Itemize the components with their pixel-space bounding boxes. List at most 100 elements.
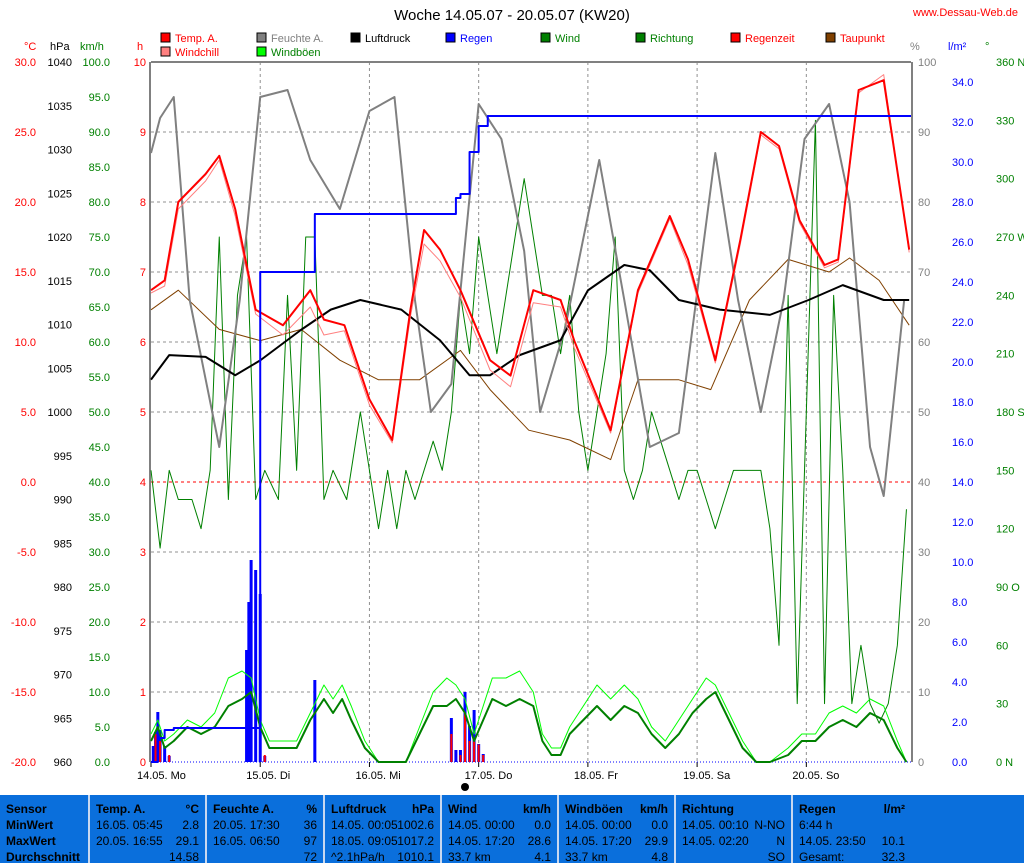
- y-tick-label-rain: 14.0: [952, 477, 973, 489]
- y-tick-label-wind: 0.0: [95, 757, 110, 769]
- y-tick-label-direction: 300: [996, 174, 1014, 186]
- y-tick-label-pressure: 995: [54, 451, 72, 463]
- x-tick-label: 19.05. Sa: [683, 770, 731, 782]
- y-tick-label-wind: 95.0: [89, 92, 110, 104]
- legend-swatch: [825, 32, 836, 43]
- y-tick-label-temp: 30.0: [15, 57, 36, 69]
- y-tick-label-humidity: 30: [918, 547, 930, 559]
- stats-row: 14.05. 17:20 29.9: [565, 833, 668, 849]
- series-wind: [150, 691, 908, 763]
- stats-row: 14.05. 23:50 10.1: [799, 833, 905, 849]
- series-regen: [151, 115, 911, 763]
- site-link[interactable]: www.Dessau-Web.de: [912, 7, 1018, 19]
- current-time-marker: [461, 783, 469, 791]
- y-tick-label-temp: -20.0: [11, 757, 36, 769]
- row-label: MinWert: [6, 818, 54, 832]
- legend-label: Windböen: [271, 47, 321, 59]
- stats-value: N: [776, 834, 785, 848]
- y-tick-label-raintime: 8: [140, 197, 146, 209]
- y-tick-label-wind: 100.0: [82, 57, 110, 69]
- stats-time: 20.05. 17:30: [213, 818, 280, 832]
- y-tick-label-humidity: 20: [918, 617, 930, 629]
- y-tick-label-direction: 150: [996, 465, 1014, 477]
- stats-time: 14.05. 17:20: [448, 834, 515, 848]
- stats-row: Gesamt: 32.3: [799, 849, 905, 865]
- stats-sensor-name: Regen: [799, 802, 836, 816]
- stats-header: Regen l/m²: [799, 801, 905, 817]
- stats-row: 14.05. 00:00 0.0: [565, 817, 668, 833]
- y-tick-label-wind: 10.0: [89, 687, 110, 699]
- raintime-bar: [450, 734, 453, 762]
- stats-time: 20.05. 16:55: [96, 834, 163, 848]
- y-tick-label-humidity: 0: [918, 757, 924, 769]
- y-tick-label-pressure: 1015: [48, 276, 72, 288]
- y-tick-label-raintime: 5: [140, 407, 146, 419]
- stats-row: 18.05. 09:05 1017.2: [331, 833, 434, 849]
- y-tick-label-rain: 22.0: [952, 317, 973, 329]
- y-tick-label-temp: 20.0: [15, 197, 36, 209]
- y-tick-label-pressure: 985: [54, 538, 72, 550]
- y-tick-label-rain: 2.0: [952, 717, 967, 729]
- y-tick-label-pressure: 1030: [48, 145, 72, 157]
- row-label: MaxWert: [6, 834, 56, 848]
- stats-unit: l/m²: [883, 802, 905, 816]
- stats-value: 72: [303, 850, 317, 864]
- series-temp-a: [150, 79, 911, 441]
- stats-row: ^2.1hPa/h 1010.1: [331, 849, 434, 865]
- rain-bar: [249, 560, 253, 762]
- rain-bar: [151, 746, 155, 762]
- stats-value: 1010.1: [397, 850, 434, 864]
- y-tick-label-pressure: 1000: [48, 407, 72, 419]
- stats-unit: °C: [185, 802, 199, 816]
- rain-bar: [254, 570, 258, 762]
- x-tick-label: 17.05. Do: [465, 770, 513, 782]
- y-tick-label-pressure: 1020: [48, 232, 72, 244]
- stats-row: 33.7 km 4.8: [565, 849, 668, 865]
- y-tick-label-pressure: 990: [54, 495, 72, 507]
- stats-value: 29.9: [644, 834, 668, 848]
- y-tick-label-humidity: 80: [918, 197, 930, 209]
- y-tick-label-temp: -10.0: [11, 617, 36, 629]
- y-tick-label-wind: 90.0: [89, 127, 110, 139]
- raintime-bar: [154, 734, 157, 762]
- raintime-bar: [459, 755, 462, 762]
- stats-header: Luftdruck hPa: [331, 801, 434, 817]
- rain-bar: [245, 650, 249, 762]
- legend-swatch: [160, 32, 171, 43]
- y-tick-label-rain: 12.0: [952, 517, 973, 529]
- y-tick-label-direction: 120: [996, 524, 1014, 536]
- stats-value: 14.58: [168, 850, 199, 864]
- stats-value: 36: [303, 818, 317, 832]
- raintime-bar: [477, 744, 480, 762]
- stats-time: 14.05. 17:20: [565, 834, 632, 848]
- y-tick-label-temp: 5.0: [21, 407, 36, 419]
- stats-row: 16.05. 06:50 97: [213, 833, 317, 849]
- y-tick-label-pressure: 1040: [48, 57, 72, 69]
- stats-value: N-NO: [754, 818, 785, 832]
- y-tick-label-raintime: 1: [140, 687, 146, 699]
- y-tick-label-rain: 0.0: [952, 757, 967, 769]
- stats-header: Feuchte A.%: [213, 801, 317, 817]
- stats-unit: km/h: [639, 802, 668, 816]
- y-tick-label-temp: -15.0: [11, 687, 36, 699]
- row-label: Sensor: [6, 802, 47, 816]
- stats-time: 14.05. 00:05: [331, 818, 398, 832]
- stats-row: 14.05. 00:00 0.0: [448, 817, 551, 833]
- stats-panel: Wind km/h 14.05. 00:00 0.0 14.05. 17:20 28.6 3…: [440, 795, 557, 865]
- stats-time: 33.7 km: [448, 850, 491, 864]
- x-tick-label: 15.05. Di: [246, 770, 290, 782]
- stats-unit: km/h: [522, 802, 551, 816]
- stats-time: Gesamt:: [799, 850, 845, 864]
- y-tick-label-temp: 10.0: [15, 337, 36, 349]
- stats-header: Temp. A. °C: [96, 801, 199, 817]
- stats-panel: Temp. A. °C 16.05. 05:45 2.8 20.05. 16:55 29.…: [88, 795, 205, 864]
- stats-time: 33.7 km: [565, 850, 608, 864]
- stats-unit: hPa: [411, 802, 434, 816]
- y-tick-label-humidity: 100: [918, 57, 936, 69]
- stats-header: Windböen km/h: [565, 801, 668, 817]
- stats-time: ^2.1hPa/h: [331, 850, 385, 864]
- stats-time: 14.05. 00:10: [682, 818, 749, 832]
- stats-row: 33.7 km 4.1: [448, 849, 551, 865]
- stats-row: 14.05. 00:10 N-NO: [682, 817, 785, 833]
- legend-label: Feuchte A.: [271, 33, 324, 45]
